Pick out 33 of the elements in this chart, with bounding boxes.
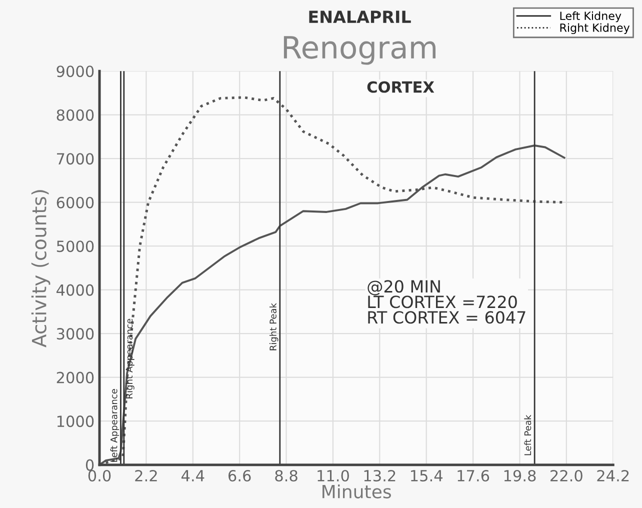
x-tick-label: 6.6 <box>228 470 251 482</box>
y-tick-label: 3000 <box>56 328 94 340</box>
y-tick-label: 1000 <box>57 416 94 428</box>
y-tick-label: 0 <box>86 459 94 471</box>
x-tick-label: 0.0 <box>88 470 111 482</box>
x-tick-label: 4.4 <box>181 470 204 482</box>
text: Left Kidney <box>560 11 622 22</box>
x-tick-label: 19.8 <box>504 470 536 482</box>
text: Right Kidney <box>560 23 630 34</box>
x-tick-label: 22.0 <box>550 470 582 482</box>
ref-line-label: Left Peak <box>524 414 532 456</box>
y-tick-label: 8000 <box>56 109 94 121</box>
ref-line-label: Right Peak <box>269 303 278 350</box>
y-tick-label: 5000 <box>56 240 94 252</box>
chart-title: ENALAPRIL <box>309 10 411 23</box>
annotation: CORTEX <box>367 81 434 93</box>
y-axis-title: Activity (counts) <box>31 190 50 348</box>
x-tick-label: 15.4 <box>411 470 442 482</box>
x-tick-label: 11.0 <box>318 470 349 482</box>
y-tick-label: 2000 <box>56 372 94 384</box>
x-tick-label: 2.2 <box>135 470 157 482</box>
chart-subtitle: Renogram <box>284 36 436 65</box>
x-tick-label: 13.2 <box>364 470 396 482</box>
y-tick-label: 7000 <box>57 153 94 165</box>
ref-line-label: Right Appearance <box>126 318 134 398</box>
y-tick-label: 6000 <box>56 196 94 208</box>
y-tick-label: 9000 <box>56 66 94 78</box>
annotation: @20 MIN LT CORTEX =7220 RT CORTEX = 6047 <box>368 280 526 324</box>
y-tick-label: 4000 <box>56 284 94 296</box>
x-tick-label: 24.2 <box>597 470 629 482</box>
x-tick-label: 8.8 <box>275 470 298 482</box>
x-tick-label: 17.6 <box>458 470 490 482</box>
x-axis-title: Minutes <box>322 484 391 498</box>
